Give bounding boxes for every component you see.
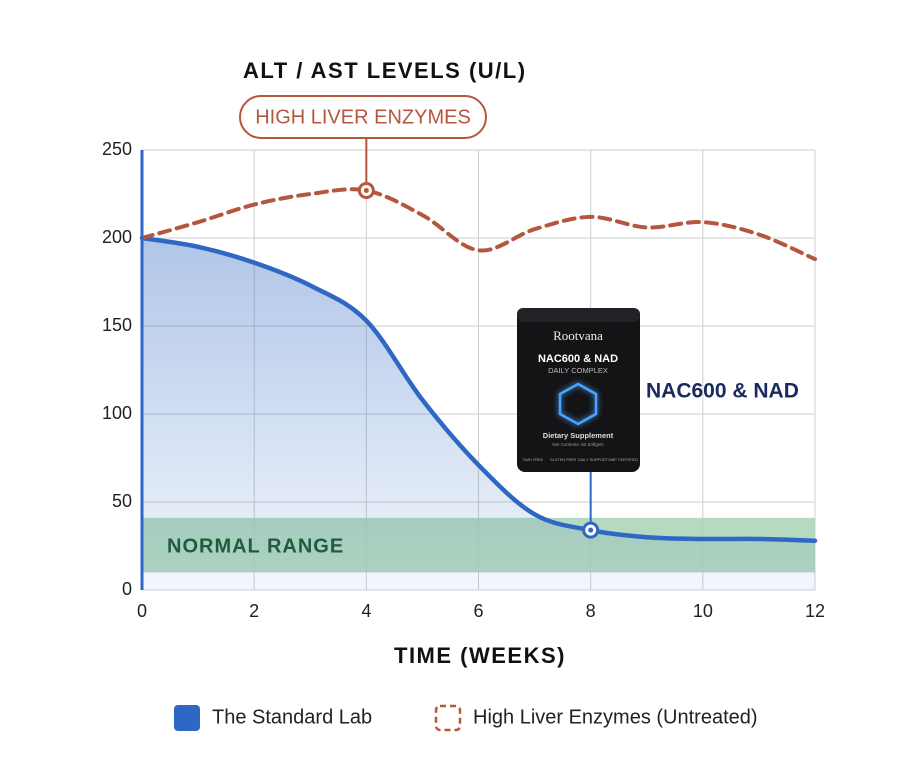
y-tick-label: 150 <box>102 315 132 335</box>
pack-top <box>517 308 640 322</box>
series-line <box>140 187 817 262</box>
x-tick-label: 2 <box>249 601 259 621</box>
annotation-marker-dot <box>363 187 369 193</box>
x-tick-label: 10 <box>693 601 713 621</box>
annotation-text: HIGH LIVER ENZYMES <box>255 106 471 128</box>
x-tick-label: 4 <box>361 601 371 621</box>
series-area <box>142 238 815 590</box>
x-axis-title: TIME (WEEKS) <box>394 643 566 668</box>
x-tick-label: 0 <box>137 601 147 621</box>
x-tick-label: 8 <box>586 601 596 621</box>
x-tick-label: 12 <box>805 601 825 621</box>
x-tick-label: 6 <box>473 601 483 621</box>
pack-badge: GMP CERTIFIED <box>608 458 638 462</box>
legend-swatch <box>434 704 462 732</box>
pack-hexagon <box>558 382 598 426</box>
annotation-text: NAC600 & NAD <box>646 380 799 403</box>
y-tick-label: 250 <box>102 139 132 159</box>
pack-badge: GMO FREE <box>523 458 544 462</box>
pack-name: NAC600 & NAD <box>538 353 618 365</box>
annotation-marker-dot <box>588 527 594 533</box>
legend-swatch <box>174 705 200 731</box>
legend-label: High Liver Enzymes (Untreated) <box>473 706 758 728</box>
pack-brand: Rootvana <box>553 328 603 343</box>
pack-body <box>517 308 640 472</box>
y-tick-label: 200 <box>102 227 132 247</box>
y-tick-label: 100 <box>102 403 132 423</box>
pack-badge: DAILY SUPPORT <box>578 458 609 462</box>
y-axis-title: ALT / AST LEVELS (U/L) <box>243 58 527 83</box>
pack-contents: Net Contents: 60 Softgels <box>552 442 604 447</box>
series-line <box>139 235 818 543</box>
y-tick-label: 0 <box>122 579 132 599</box>
legend-label: The Standard Lab <box>212 706 372 728</box>
pack-badge: GLUTEN FREE <box>550 458 577 462</box>
annotation-box <box>239 95 487 139</box>
pack-subtitle: DAILY COMPLEX <box>548 366 608 375</box>
pack-caption: Dietary Supplement <box>543 431 614 440</box>
y-tick-label: 50 <box>112 491 132 511</box>
